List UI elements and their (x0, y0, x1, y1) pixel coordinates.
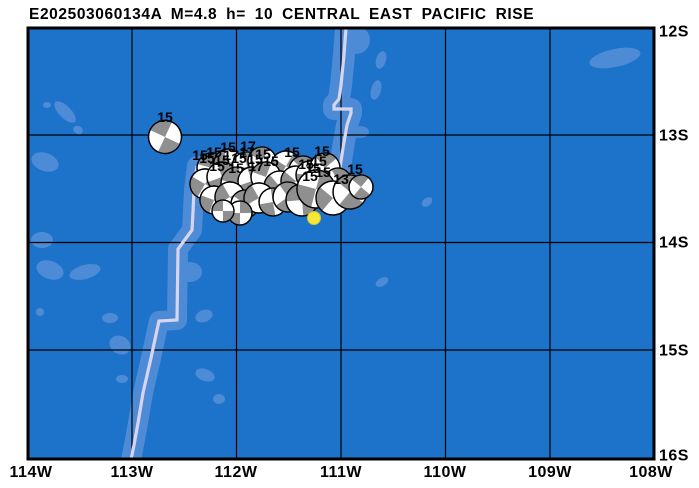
lon-axis-label: 112W (215, 464, 258, 481)
beachball-label: 15 (314, 143, 330, 159)
bathymetry-patch (421, 197, 433, 207)
beachball-label: 15 (206, 144, 222, 160)
beachball-label: 15 (347, 161, 363, 177)
bathymetry-patch (116, 375, 128, 383)
ridge-axis-line (129, 165, 199, 458)
bathymetry-patch (370, 80, 382, 100)
lon-axis-label: 111W (320, 464, 362, 481)
beachball-label: 15 (209, 158, 225, 174)
lat-axis-label: 14S (659, 235, 689, 252)
beachball-label: 15 (192, 147, 208, 163)
beachball-label: 15 (247, 151, 263, 167)
beachball (348, 174, 374, 200)
lat-axis-label: 15S (659, 343, 689, 360)
lat-axis-label: 12S (659, 24, 689, 41)
lon-axis-label: 109W (528, 464, 572, 481)
lat-axis-label: 13S (659, 128, 689, 145)
bathymetry-patch (31, 232, 53, 248)
beachball-label: 15 (157, 109, 173, 125)
bathymetry-patch (73, 125, 83, 135)
beachball-label: 13 (333, 171, 349, 187)
lat-axis-label: 16S (659, 448, 689, 465)
beachball (147, 119, 183, 155)
lon-axis-label: 114W (10, 464, 53, 481)
beachball-label: 15 (311, 153, 327, 169)
epicenter-marker (307, 211, 321, 225)
beachball-label: 15 (315, 164, 331, 180)
bathymetry-patch (195, 368, 215, 382)
bathymetry-patch (69, 264, 101, 280)
bathymetry-patch (43, 102, 51, 108)
bathymetry-patch (213, 394, 225, 404)
beachball-label: 15 (302, 168, 318, 184)
lon-axis-label: 110W (424, 464, 467, 481)
bathymetry-patch (195, 309, 213, 323)
beachball-label: 17 (239, 144, 255, 160)
beachball-label: 17 (240, 138, 256, 154)
lon-axis-label: 108W (629, 464, 673, 481)
beachball-label: 15 (228, 160, 244, 176)
beachball-label: 17 (223, 147, 239, 163)
bathymetry-patch (54, 101, 76, 123)
map-frame (26, 26, 656, 461)
beachball-label: 15 (231, 150, 247, 166)
beachball-label: 15 (214, 152, 230, 168)
beachball-label: 15 (284, 144, 300, 160)
beachball-label: 15 (255, 146, 271, 162)
bathymetry-patch (589, 47, 641, 69)
beachball-label: 15 (263, 153, 279, 169)
lon-axis-label: 113W (111, 464, 154, 481)
bathymetry-patch (375, 51, 387, 69)
bathymetry-patch (375, 277, 389, 287)
beachball-label: 15 (199, 150, 215, 166)
beachball-label: 15 (298, 156, 314, 172)
beachball (211, 199, 235, 223)
figure-title: E202503060134A M=4.8 h= 10 CENTRAL EAST … (29, 6, 535, 23)
bathymetry-patch (102, 313, 118, 323)
beachball-label: 15 (305, 160, 321, 176)
bathymetry-patch (36, 260, 64, 280)
beachball-label: 17 (248, 158, 264, 174)
beachball-label: 15 (220, 139, 236, 155)
bathymetry-patch (31, 152, 59, 172)
bathymetry-patch (36, 308, 44, 316)
